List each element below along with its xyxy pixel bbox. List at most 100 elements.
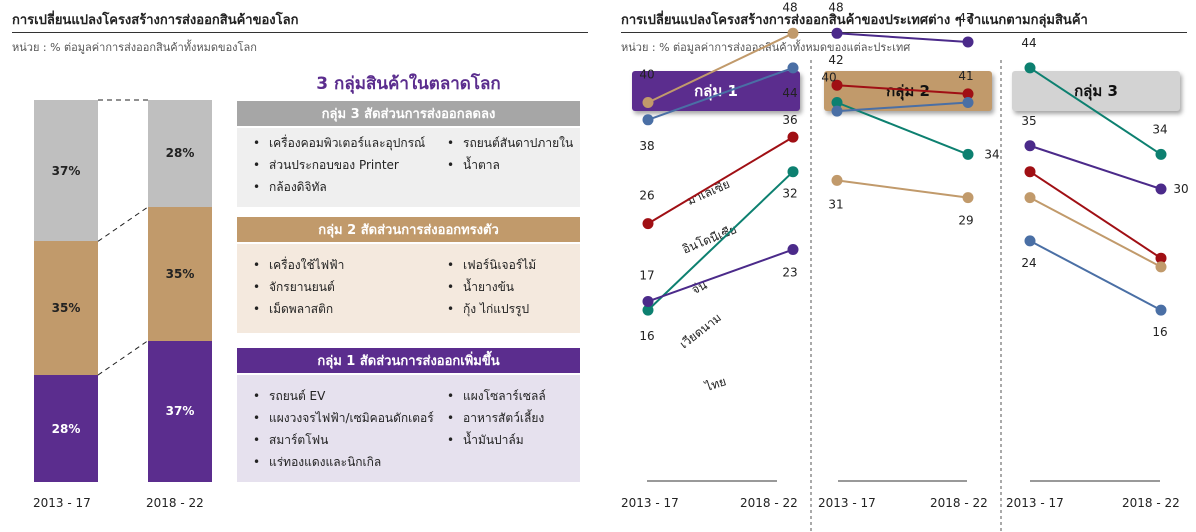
list-item: รถยนต์สันดาปภายใน bbox=[443, 132, 573, 154]
series-line-china bbox=[836, 84, 969, 95]
list-item: น้ำตาล bbox=[443, 154, 573, 176]
bar-category-2: 2018 - 22 bbox=[146, 496, 204, 510]
data-label-vietnam: 34 bbox=[1152, 122, 1167, 136]
group-1-list-1: รถยนต์ EVแผงวงจรไฟฟ้า/เซมิคอนดักเตอร์สมา… bbox=[249, 385, 434, 473]
list-item: น้ำยางข้น bbox=[443, 276, 536, 298]
panel-2-category-1: 2013 - 17 bbox=[818, 496, 876, 510]
data-label-thailand: 30 bbox=[1173, 182, 1188, 196]
data-point-thailand bbox=[962, 36, 974, 48]
data-label-vietnam: 34 bbox=[984, 147, 999, 161]
data-point-china bbox=[831, 79, 843, 91]
groups-heading: 3 กลุ่มสินค้าในตลาดโลก bbox=[316, 74, 501, 94]
left-title-rule bbox=[12, 32, 588, 33]
panel-3-category-2: 2018 - 22 bbox=[1122, 496, 1180, 510]
data-point-malaysia bbox=[1024, 192, 1036, 204]
bar-segment-group-1-1: 28% bbox=[34, 375, 98, 482]
data-point-indonesia bbox=[1024, 235, 1036, 247]
data-label-malaysia: 31 bbox=[828, 197, 843, 211]
panel-1-category-1: 2013 - 17 bbox=[621, 496, 679, 510]
data-label-malaysia: 29 bbox=[958, 214, 973, 228]
data-point-thailand bbox=[787, 244, 799, 256]
data-label-indonesia: 44 bbox=[782, 86, 797, 100]
right-unit: หน่วย : % ต่อมูลค่าการส่งออกสินค้าทั้งหม… bbox=[621, 41, 911, 54]
data-point-vietnam bbox=[642, 304, 654, 316]
bar-segment-group-2-2: 35% bbox=[148, 206, 212, 341]
list-item: เครื่องใช้ไฟฟ้า bbox=[249, 254, 344, 276]
data-label-thailand: 23 bbox=[782, 266, 797, 280]
group-1-body: รถยนต์ EVแผงวงจรไฟฟ้า/เซมิคอนดักเตอร์สมา… bbox=[237, 375, 580, 482]
series-line-vietnam bbox=[647, 170, 794, 311]
data-label-indonesia: 38 bbox=[639, 139, 654, 153]
data-point-thailand bbox=[831, 27, 843, 39]
data-label-vietnam: 16 bbox=[639, 329, 654, 343]
data-point-china bbox=[787, 131, 799, 143]
list-item: แผงโซลาร์เซลล์ bbox=[443, 385, 546, 407]
series-name-china: จีน bbox=[689, 278, 709, 297]
data-label-vietnam: 40 bbox=[821, 71, 836, 85]
group-2-body: เครื่องใช้ไฟฟ้าจักรยานยนต์เม็ดพลาสติก เฟ… bbox=[237, 244, 580, 333]
data-point-malaysia bbox=[787, 27, 799, 39]
right-title: การเปลี่ยนแปลงโครงสร้างการส่งออกสินค้าขอ… bbox=[621, 13, 1088, 28]
data-point-china bbox=[962, 88, 974, 100]
data-point-china bbox=[642, 218, 654, 230]
bar-segment-group-1-2: 37% bbox=[148, 340, 212, 482]
right-title-rule bbox=[621, 32, 1187, 33]
data-label-china: 36 bbox=[782, 113, 797, 127]
list-item: สมาร์ตโฟน bbox=[249, 429, 434, 451]
data-point-malaysia bbox=[831, 174, 843, 186]
series-line-indonesia bbox=[1029, 240, 1162, 311]
data-point-vietnam bbox=[787, 166, 799, 178]
data-label-malaysia: 40 bbox=[639, 68, 654, 82]
data-label-vietnam: 32 bbox=[782, 187, 797, 201]
bar-segment-group-3-2: 28% bbox=[148, 100, 212, 207]
group-3-list-2: รถยนต์สันดาปภายในน้ำตาล bbox=[443, 132, 573, 176]
bar-category-1: 2013 - 17 bbox=[33, 496, 91, 510]
data-point-vietnam bbox=[1024, 62, 1036, 74]
series-name-thailand: ไทย bbox=[703, 374, 728, 394]
series-line-thailand bbox=[647, 248, 794, 303]
list-item: เม็ดพลาสติก bbox=[249, 298, 344, 320]
group-2-list-2: เฟอร์นิเจอร์ไม้น้ำยางข้นกุ้ง ไก่แปรรูป bbox=[443, 254, 536, 320]
group-3-list-1: เครื่องคอมพิวเตอร์และอุปกรณ์ส่วนประกอบขอ… bbox=[249, 132, 425, 198]
group-3-header: กลุ่ม 3 สัดส่วนการส่งออกลดลง bbox=[237, 101, 580, 126]
bar-connector-lines bbox=[97, 99, 149, 376]
left-unit: หน่วย : % ต่อมูลค่าการส่งออกสินค้าทั้งหม… bbox=[12, 41, 257, 54]
data-point-indonesia bbox=[1155, 304, 1167, 316]
data-point-malaysia bbox=[642, 97, 654, 108]
series-line-malaysia bbox=[836, 179, 969, 199]
data-point-malaysia bbox=[962, 192, 974, 204]
bar-segment-group-2-1: 35% bbox=[34, 241, 98, 376]
list-item: ส่วนประกอบของ Printer bbox=[249, 154, 425, 176]
data-label-thailand: 17 bbox=[639, 268, 654, 282]
data-label-thailand: 35 bbox=[1021, 114, 1036, 128]
stacked-bar-chart: 28% 35% 37% 37% 35% 28% bbox=[0, 0, 230, 532]
series-line-china bbox=[1029, 170, 1162, 260]
series-line-vietnam bbox=[836, 101, 969, 156]
series-line-malaysia bbox=[1029, 196, 1162, 268]
list-item: แผงวงจรไฟฟ้า/เซมิคอนดักเตอร์ bbox=[249, 407, 434, 429]
series-line-thailand bbox=[836, 32, 969, 43]
data-point-thailand bbox=[642, 295, 654, 307]
panel-button-group-1: กลุ่ม 1 bbox=[632, 71, 800, 111]
series-name-malaysia: มาเลเซีย bbox=[685, 177, 732, 208]
list-item: จักรยานยนต์ bbox=[249, 276, 344, 298]
connector-line-2 bbox=[97, 206, 149, 242]
data-label-malaysia: 48 bbox=[782, 0, 797, 14]
series-line-china bbox=[647, 136, 794, 225]
connector-line-1 bbox=[97, 340, 149, 376]
list-item: เครื่องคอมพิวเตอร์และอุปกรณ์ bbox=[249, 132, 425, 154]
slope-lines: 4048มาเลเซีย3844อินโดนีเซีย2636จีน1632เว… bbox=[639, 0, 1188, 394]
data-point-china bbox=[1155, 252, 1167, 264]
data-point-indonesia bbox=[831, 105, 843, 117]
list-item: กุ้ง ไก่แปรรูป bbox=[443, 298, 536, 320]
series-line-indonesia bbox=[836, 101, 969, 113]
data-point-indonesia bbox=[787, 62, 799, 74]
group-1-header: กลุ่ม 1 สัดส่วนการส่งออกเพิ่มขึ้น bbox=[237, 348, 580, 373]
group-1-list-2: แผงโซลาร์เซลล์อาหารสัตว์เลี้ยงน้ำมันปาล์… bbox=[443, 385, 546, 451]
list-item: รถยนต์ EV bbox=[249, 385, 434, 407]
group-2-header: กลุ่ม 2 สัดส่วนการส่งออกทรงตัว bbox=[237, 217, 580, 242]
data-label-china: 42 bbox=[828, 53, 843, 67]
data-label-china: 26 bbox=[639, 189, 654, 203]
panel-button-group-3: กลุ่ม 3 bbox=[1012, 71, 1180, 111]
